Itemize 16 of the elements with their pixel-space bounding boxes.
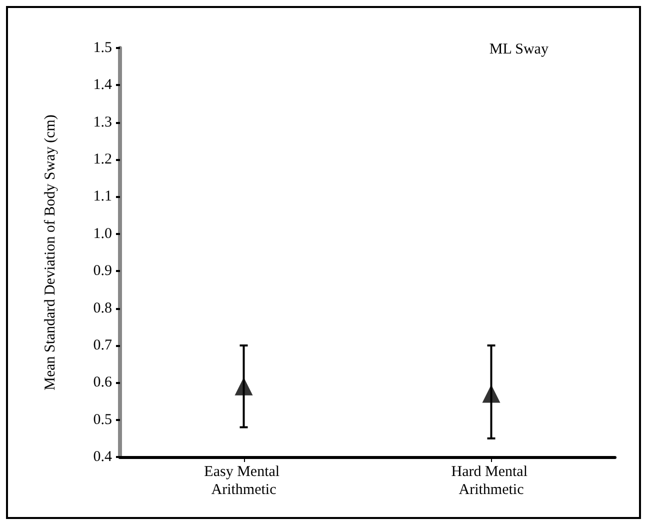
y-tick-label: 0.7 xyxy=(93,337,112,354)
x-tick-label: Easy Mental Arithmetic xyxy=(204,464,284,498)
annotation: ML Sway xyxy=(489,42,549,58)
y-tick-label: 1.2 xyxy=(93,152,112,168)
y-axis-title: Mean Standard Deviation of Body Sway (cm) xyxy=(42,114,58,390)
y-tick-label: 0.8 xyxy=(93,300,112,316)
y-tick-label: 1.3 xyxy=(93,114,112,130)
x-tick-label: Hard Mental Arithmetic xyxy=(451,464,532,498)
y-tick-label: 0.9 xyxy=(93,263,112,280)
y-tick-label: 1.5 xyxy=(93,40,112,56)
y-tick-label: 0.6 xyxy=(93,374,112,391)
y-tick-label: 0.4 xyxy=(93,449,112,465)
y-tick-label: 1.1 xyxy=(93,188,112,205)
y-tick-label: 1.0 xyxy=(93,226,112,242)
y-tick-label: 1.4 xyxy=(93,77,112,94)
y-tick-label: 0.5 xyxy=(93,412,112,428)
